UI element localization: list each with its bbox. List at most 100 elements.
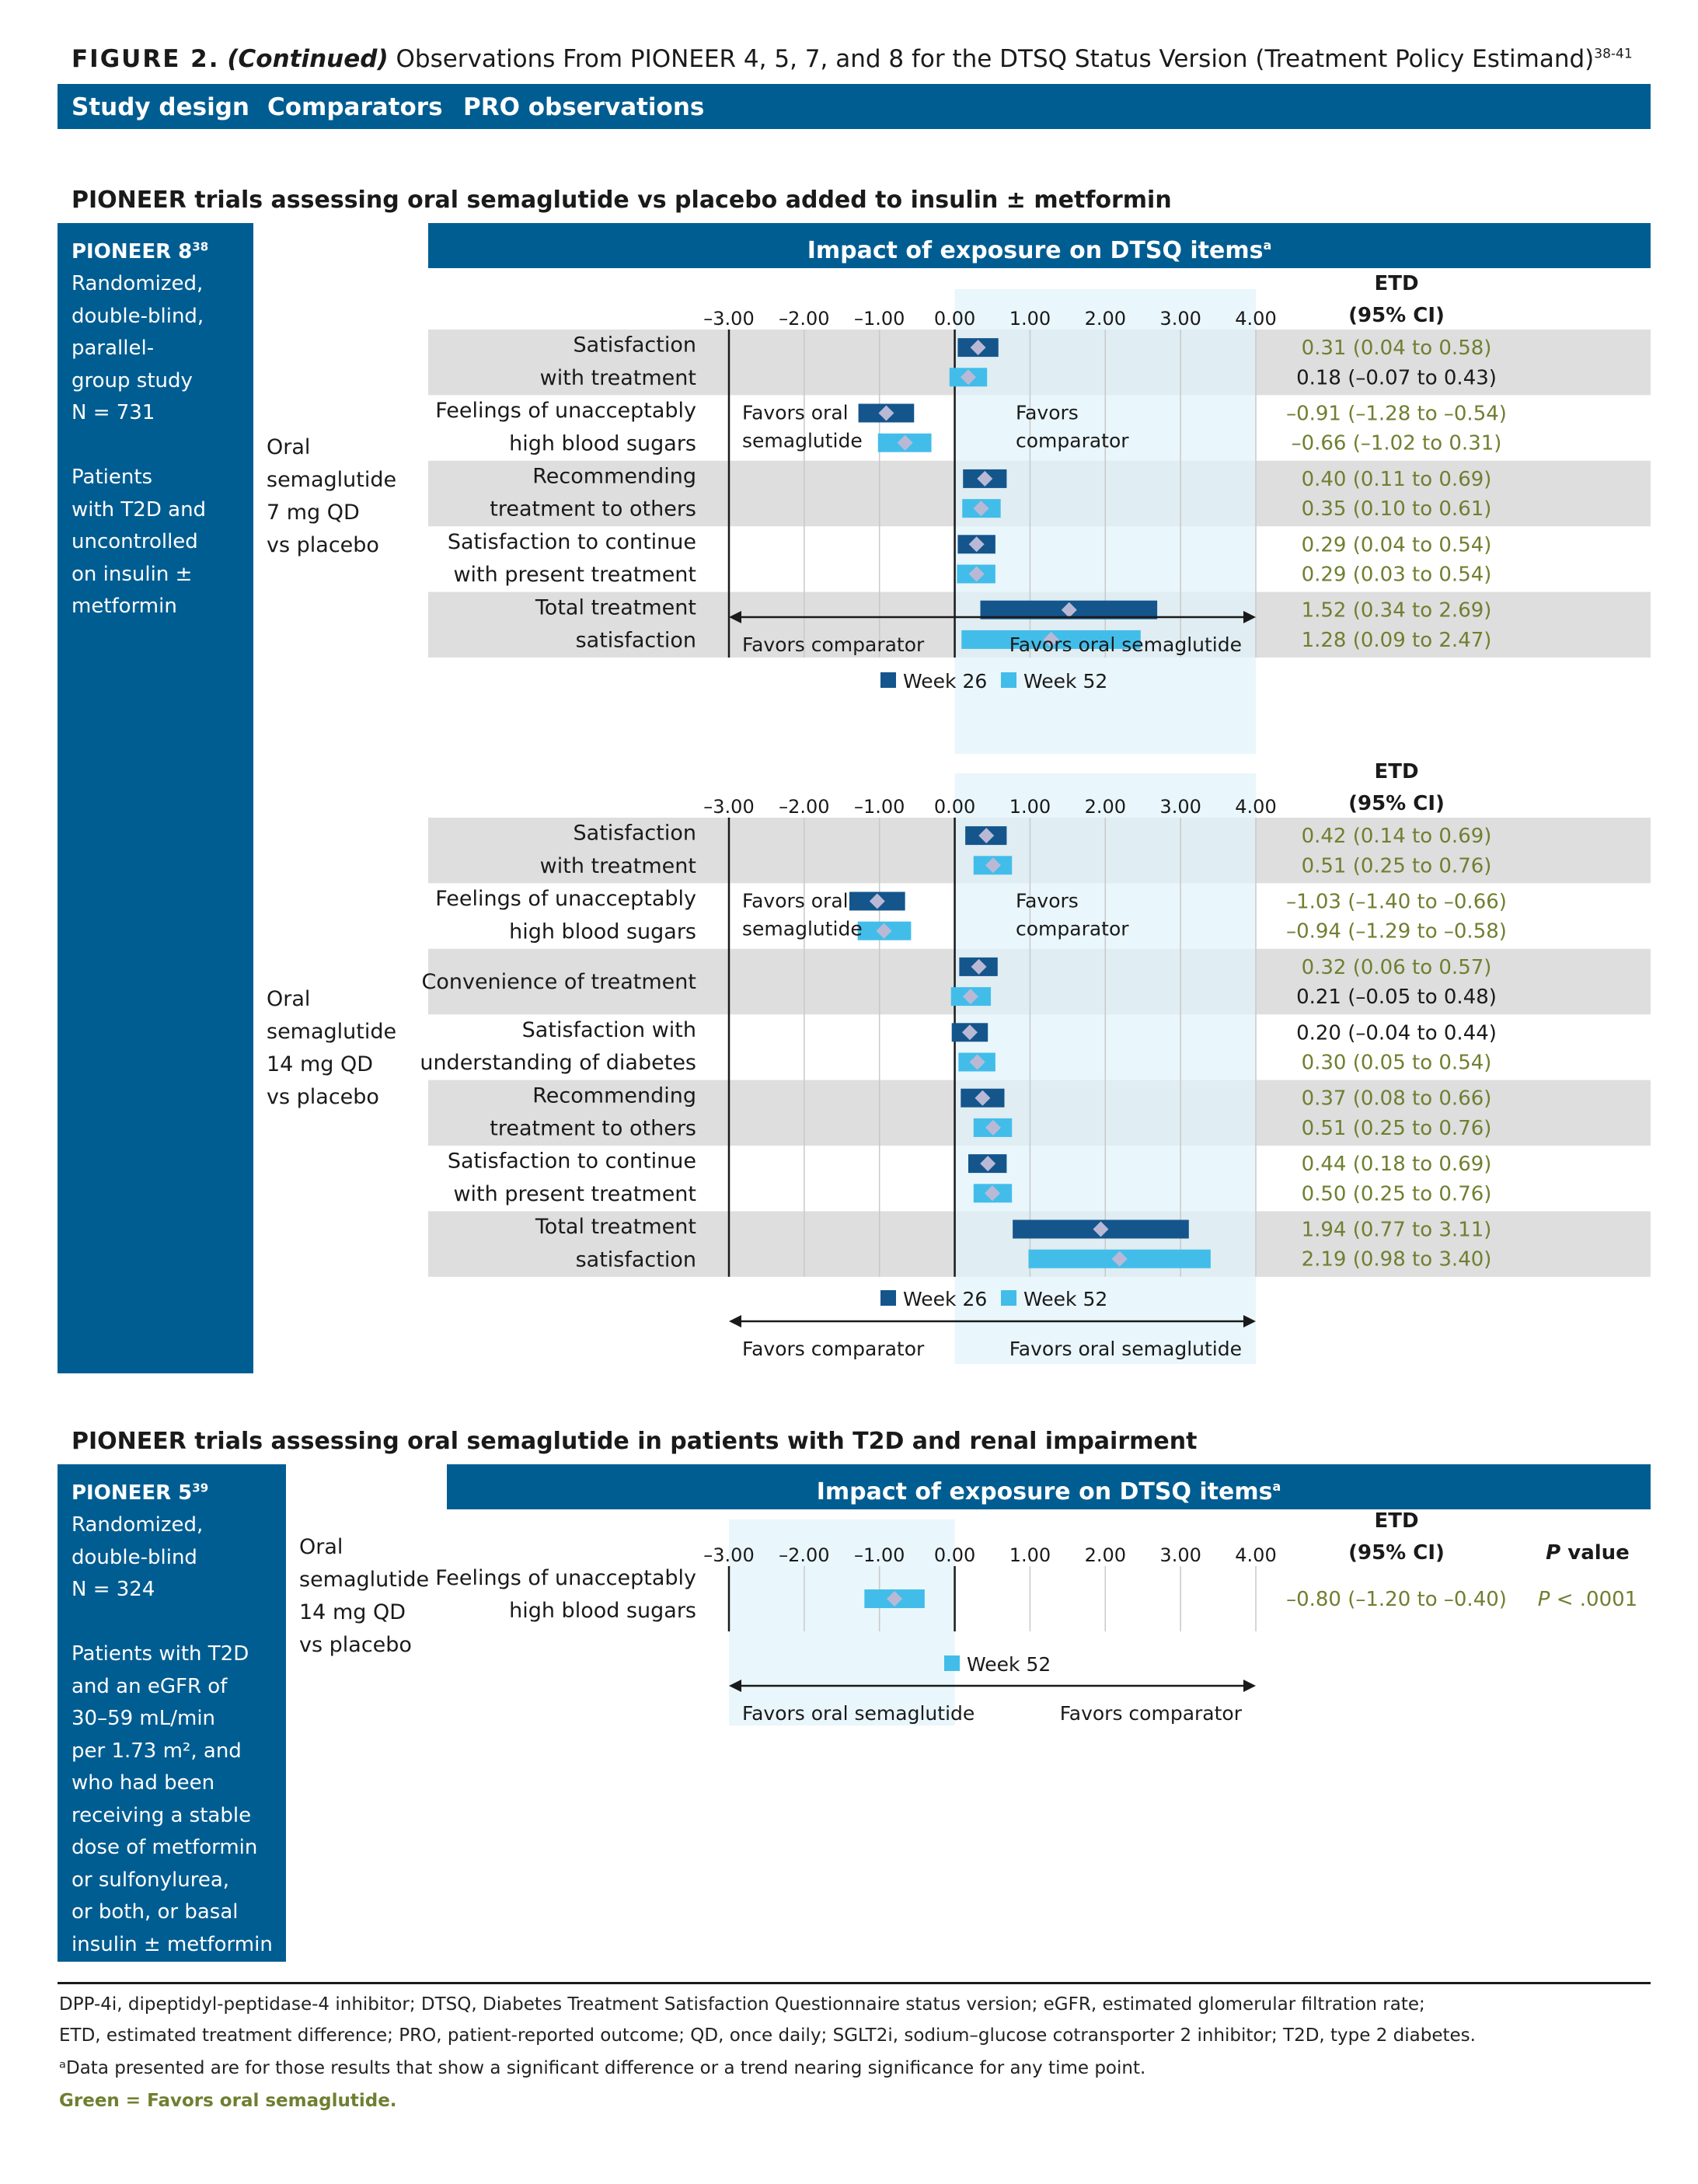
- item-label: high blood sugars: [509, 919, 696, 944]
- etd-header: ETD: [1374, 760, 1418, 783]
- item-label: Convenience of treatment: [421, 970, 696, 994]
- section2-impact-bar: Impact of exposure on DTSQ itemsa: [447, 1464, 1651, 1509]
- axis-tick-label: 0.00: [934, 796, 975, 818]
- point-estimate-marker: [970, 340, 986, 356]
- forest-plot-14mg: –3.00 –2.00 –1.00 0.00 1.00 2.00 3.00 4.00 ETD (9…: [420, 760, 1651, 1364]
- arrow-left-head: [729, 1680, 741, 1692]
- item-label: high blood sugars: [509, 1599, 696, 1623]
- item-label: satisfaction: [576, 628, 696, 652]
- pioneer5-trial-box: PIONEER 539 Randomized, double-blind N =…: [58, 1464, 286, 1962]
- comparator-pioneer5: Oral semaglutide 14 mg QD vs placebo: [299, 1535, 430, 1657]
- column-header-bar: Study design Comparators PRO observation…: [58, 84, 1651, 129]
- legend-swatch-week52: [1001, 1290, 1016, 1306]
- point-estimate-marker: [1061, 602, 1077, 618]
- section1-impact-sup: a: [1263, 238, 1272, 253]
- footnote-green-note: Green = Favors oral semaglutide.: [59, 2091, 397, 2111]
- etd-value: 0.40 (0.11 to 0.69): [1302, 468, 1492, 491]
- figure-title: FIGURE 2. (Continued) Observations From …: [71, 45, 1672, 73]
- etd-value: 0.29 (0.04 to 0.54): [1302, 533, 1492, 556]
- legend-swatch-week26: [880, 672, 896, 688]
- forest-plot-pioneer5: –3.00 –2.00 –1.00 0.00 1.00 2.00 3.00 4.00 ETD (9…: [435, 1509, 1637, 1725]
- axis-tick-label: 2.00: [1085, 308, 1126, 330]
- inner-left-annotation: Favors oral: [742, 401, 849, 424]
- item-label: Recommending: [532, 464, 696, 488]
- point-estimate-marker: [975, 1090, 991, 1106]
- point-estimate-marker: [1111, 1251, 1128, 1267]
- section1-impact-title: Impact of exposure on DTSQ items: [807, 237, 1264, 264]
- header-pro-observations: PRO observations: [463, 93, 705, 121]
- etd-value: 0.20 (–0.04 to 0.44): [1296, 1021, 1497, 1045]
- footnote-line1: DPP-4i, dipeptidyl-peptidase-4 inhibitor…: [59, 1994, 1425, 2015]
- axis-tick-label: –3.00: [703, 796, 754, 818]
- item-label: treatment to others: [490, 1116, 696, 1140]
- section2-impact-sup: a: [1272, 1479, 1281, 1494]
- pioneer8-ref: 38: [192, 239, 209, 253]
- comparator-14mg: Oral semaglutide 14 mg QD vs placebo: [267, 987, 397, 1109]
- pioneer5-trial-text: PIONEER 539 Randomized, double-blind N =…: [71, 1472, 273, 1961]
- inner-right-annotation: comparator: [1016, 429, 1129, 452]
- point-estimate-marker: [968, 536, 985, 553]
- item-label: high blood sugars: [509, 431, 696, 455]
- legend-swatch-week26: [880, 1290, 896, 1306]
- item-label: Feelings of unacceptably: [435, 887, 696, 911]
- header-comparators: Comparators: [267, 93, 443, 121]
- etd-value: 0.51 (0.25 to 0.76): [1302, 1117, 1492, 1140]
- point-estimate-marker: [961, 1024, 978, 1041]
- inner-right-annotation: Favors: [1016, 401, 1079, 424]
- item-label: Feelings of unacceptably: [435, 1566, 696, 1590]
- axis-tick-label: –1.00: [854, 308, 905, 330]
- section2-impact-title: Impact of exposure on DTSQ items: [816, 1478, 1273, 1505]
- axis-tick-label: –2.00: [779, 796, 829, 818]
- point-estimate-marker: [897, 434, 913, 451]
- item-label: Recommending: [532, 1083, 696, 1108]
- axis-tick-label: 2.00: [1085, 1544, 1126, 1566]
- axis-tick-label: –1.00: [854, 1544, 905, 1566]
- item-label: Satisfaction: [574, 333, 696, 358]
- inner-left-annotation: semaglutide: [742, 917, 863, 940]
- figure-label: FIGURE 2.: [71, 45, 220, 73]
- item-label: satisfaction: [576, 1247, 696, 1272]
- footnote-line2: ETD, estimated treatment difference; PRO…: [59, 2025, 1476, 2046]
- item-label: with treatment: [540, 854, 696, 878]
- etd-value: 0.35 (0.10 to 0.61): [1302, 497, 1492, 521]
- item-label: with present treatment: [453, 563, 696, 587]
- inner-left-annotation: semaglutide: [742, 429, 863, 452]
- arrow-right-head: [1243, 611, 1256, 623]
- pioneer5-ref: 39: [192, 1481, 209, 1495]
- etd-value: 2.19 (0.98 to 3.40): [1302, 1248, 1492, 1272]
- etd-value: 0.31 (0.04 to 0.58): [1302, 337, 1492, 360]
- favorable-region-shade: [729, 1519, 955, 1725]
- inner-right-annotation: comparator: [1016, 917, 1129, 940]
- pvalue-header: P value: [1546, 1541, 1630, 1565]
- etd-value: 1.52 (0.34 to 2.69): [1302, 599, 1492, 623]
- etd-header: ETD: [1374, 1509, 1418, 1533]
- arrow-left-head: [729, 611, 741, 623]
- etd-value: –0.80 (–1.20 to –0.40): [1286, 1588, 1507, 1611]
- legend-label: Week 52: [1023, 1288, 1107, 1310]
- figure-continued: (Continued): [227, 45, 389, 73]
- arrow-right-label: Favors oral semaglutide: [1009, 633, 1242, 656]
- section2-heading: PIONEER trials assessing oral semaglutid…: [71, 1428, 1198, 1455]
- pioneer8-trial-box: PIONEER 838 Randomized, double-blind, pa…: [58, 223, 253, 1373]
- etd-ci-header: (95% CI): [1348, 1541, 1445, 1565]
- etd-value: 0.37 (0.08 to 0.66): [1302, 1087, 1492, 1111]
- inner-right-annotation: Favors: [1016, 889, 1079, 912]
- etd-value: 0.21 (–0.05 to 0.48): [1296, 986, 1497, 1009]
- item-label: Total treatment: [535, 595, 696, 619]
- etd-value: 1.28 (0.09 to 2.47): [1302, 629, 1492, 652]
- point-estimate-marker: [985, 857, 1001, 874]
- item-label: Satisfaction to continue: [448, 1150, 696, 1174]
- axis-tick-label: 3.00: [1159, 1544, 1201, 1566]
- pvalue-value: P < .0001: [1538, 1588, 1637, 1611]
- axis-tick-label: 0.00: [934, 308, 975, 330]
- item-label: Satisfaction with: [522, 1018, 696, 1042]
- point-estimate-marker: [1043, 631, 1059, 647]
- etd-value: –0.91 (–1.28 to –0.54): [1286, 403, 1507, 426]
- header-study-design: Study design: [71, 93, 249, 121]
- axis-tick-label: 0.00: [934, 1544, 975, 1566]
- figure-title-refs: 38-41: [1594, 46, 1633, 62]
- point-estimate-marker: [971, 958, 987, 975]
- axis-tick-label: 4.00: [1235, 1544, 1276, 1566]
- etd-value: –0.66 (–1.02 to 0.31): [1292, 432, 1502, 455]
- etd-ci-header: (95% CI): [1348, 792, 1445, 815]
